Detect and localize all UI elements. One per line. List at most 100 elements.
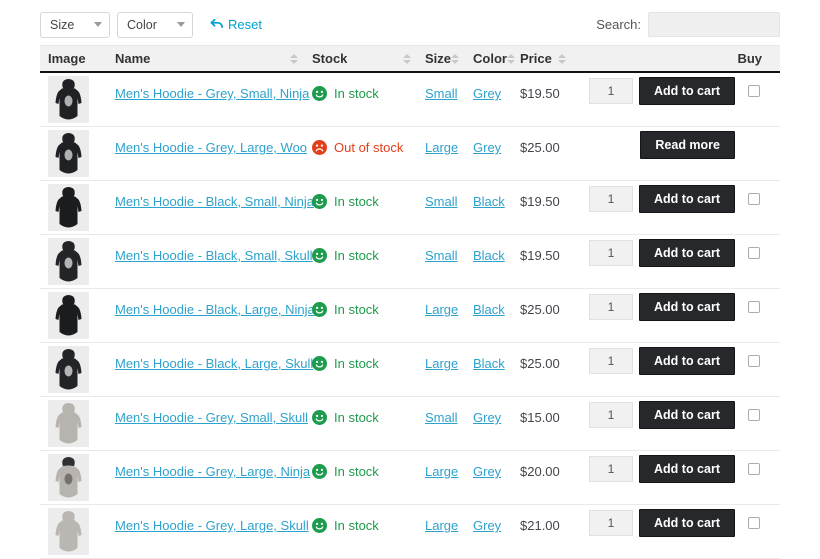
hoodie-image [48, 454, 89, 501]
price: $19.50 [520, 248, 560, 263]
color-filter-value: Color [127, 17, 157, 32]
color-link[interactable]: Black [473, 302, 505, 317]
buy-checkbox[interactable] [748, 85, 760, 97]
product-name-link[interactable]: Men's Hoodie - Grey, Small, Skull [115, 410, 308, 425]
color-link[interactable]: Grey [473, 140, 502, 155]
quantity-input[interactable]: 1 [589, 240, 634, 266]
product-thumbnail[interactable] [48, 508, 89, 555]
add-to-cart-button[interactable]: Add to cart [639, 347, 735, 375]
buy-checkbox[interactable] [748, 517, 760, 529]
size-link[interactable]: Large [425, 356, 459, 371]
size-link[interactable]: Large [425, 140, 459, 155]
stock-text: In stock [334, 410, 379, 425]
size-link[interactable]: Large [425, 464, 459, 479]
size-link[interactable]: Small [425, 248, 458, 263]
price: $25.00 [520, 356, 560, 371]
quantity-input[interactable]: 1 [589, 78, 634, 104]
column-label: Image [48, 51, 86, 66]
read-more-button[interactable]: Read more [640, 131, 735, 159]
product-thumbnail[interactable] [48, 130, 89, 177]
filter-bar: Size Color Reset Search: [40, 11, 780, 38]
sort-icon[interactable] [558, 53, 566, 64]
size-link[interactable]: Large [425, 302, 459, 317]
search-input[interactable] [648, 12, 780, 37]
column-header-name[interactable]: Name [107, 45, 304, 73]
hoodie-image [48, 76, 89, 123]
color-link[interactable]: Grey [473, 86, 502, 101]
product-name-link[interactable]: Men's Hoodie - Grey, Small, Ninja [115, 86, 310, 101]
quantity-input[interactable]: 1 [589, 348, 634, 374]
quantity-input[interactable]: 1 [589, 402, 634, 428]
add-to-cart-button[interactable]: Add to cart [639, 401, 735, 429]
column-header-size[interactable]: Size [417, 45, 465, 73]
buy-checkbox[interactable] [748, 409, 760, 421]
hoodie-image [48, 346, 89, 393]
price: $19.50 [520, 194, 560, 209]
add-to-cart-button[interactable]: Add to cart [639, 509, 735, 537]
quantity-input[interactable]: 1 [589, 294, 634, 320]
product-thumbnail[interactable] [48, 292, 89, 339]
product-thumbnail[interactable] [48, 238, 89, 285]
product-thumbnail[interactable] [48, 454, 89, 501]
color-link[interactable]: Black [473, 248, 505, 263]
product-thumbnail[interactable] [48, 184, 89, 231]
product-name-link[interactable]: Men's Hoodie - Grey, Large, Woo [115, 140, 308, 155]
color-filter-select[interactable]: Color [117, 11, 193, 38]
quantity-input[interactable]: 1 [589, 186, 634, 212]
product-name-link[interactable]: Men's Hoodie - Black, Small, Skull [115, 248, 313, 263]
product-thumbnail[interactable] [48, 400, 89, 447]
table-row: Men's Hoodie - Grey, Large, Ninja In sto… [40, 450, 780, 505]
table-row: Men's Hoodie - Black, Small, Skull In st… [40, 234, 780, 289]
color-link[interactable]: Black [473, 194, 505, 209]
add-to-cart-button[interactable]: Add to cart [639, 293, 735, 321]
column-label: Buy [737, 51, 762, 66]
sort-icon[interactable] [290, 53, 298, 64]
add-to-cart-button[interactable]: Add to cart [639, 455, 735, 483]
size-link[interactable]: Large [425, 518, 459, 533]
sort-icon[interactable] [403, 53, 411, 64]
add-to-cart-button[interactable]: Add to cart [639, 77, 735, 105]
sort-icon[interactable] [506, 53, 515, 64]
column-header-buy: Buy [572, 45, 780, 73]
color-link[interactable]: Grey [473, 410, 502, 425]
price: $19.50 [520, 86, 560, 101]
sort-icon[interactable] [451, 53, 460, 64]
stock-text: In stock [334, 464, 379, 479]
product-thumbnail[interactable] [48, 76, 89, 123]
product-name-link[interactable]: Men's Hoodie - Black, Large, Ninja [115, 302, 315, 317]
table-row: Men's Hoodie - Grey, Small, Skull In sto… [40, 396, 780, 451]
buy-checkbox[interactable] [748, 463, 760, 475]
stock-text: In stock [334, 518, 379, 533]
add-to-cart-button[interactable]: Add to cart [639, 239, 735, 267]
color-link[interactable]: Grey [473, 464, 502, 479]
buy-checkbox[interactable] [748, 247, 760, 259]
add-to-cart-button[interactable]: Add to cart [639, 185, 735, 213]
buy-checkbox[interactable] [748, 355, 760, 367]
reset-filters-link[interactable]: Reset [210, 17, 262, 32]
stock-text: In stock [334, 356, 379, 371]
product-name-link[interactable]: Men's Hoodie - Grey, Large, Ninja [115, 464, 311, 479]
color-link[interactable]: Black [473, 356, 505, 371]
product-name-link[interactable]: Men's Hoodie - Black, Small, Ninja [115, 194, 314, 209]
size-filter-select[interactable]: Size [40, 11, 110, 38]
size-link[interactable]: Small [425, 86, 458, 101]
product-table-body: Men's Hoodie - Grey, Small, Ninja In sto… [40, 72, 780, 559]
column-header-color[interactable]: Color [465, 45, 515, 73]
column-header-stock[interactable]: Stock [304, 45, 417, 73]
product-name-link[interactable]: Men's Hoodie - Black, Large, Skull [115, 356, 314, 371]
buy-checkbox[interactable] [748, 193, 760, 205]
product-thumbnail[interactable] [48, 346, 89, 393]
stock-status: In stock [312, 302, 379, 317]
color-link[interactable]: Grey [473, 518, 502, 533]
size-link[interactable]: Small [425, 410, 458, 425]
column-header-price[interactable]: Price [512, 45, 572, 73]
size-link[interactable]: Small [425, 194, 458, 209]
hoodie-image [48, 184, 89, 231]
search-label: Search: [596, 17, 641, 32]
quantity-input[interactable]: 1 [589, 456, 634, 482]
product-table: Image Name Stock Size Color [40, 45, 780, 559]
buy-checkbox[interactable] [748, 301, 760, 313]
undo-arrow-icon [210, 18, 223, 28]
quantity-input[interactable]: 1 [589, 510, 634, 536]
product-name-link[interactable]: Men's Hoodie - Grey, Large, Skull [115, 518, 309, 533]
